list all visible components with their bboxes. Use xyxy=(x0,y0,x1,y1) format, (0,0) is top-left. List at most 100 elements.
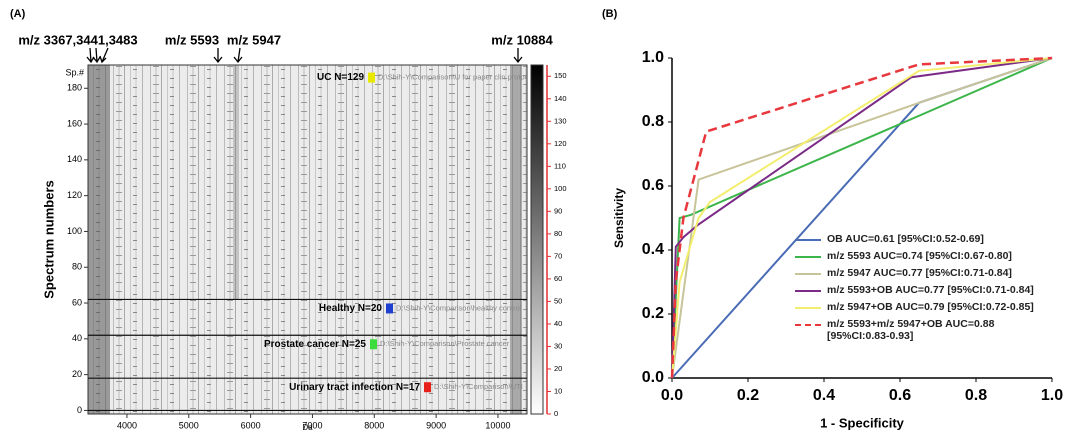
y-tick-label: 60 xyxy=(72,297,82,307)
colorbar-tick-label: 100 xyxy=(554,184,567,193)
y-unit-label: Sp.# xyxy=(65,67,84,77)
y-tick-label: 0.2 xyxy=(642,305,664,322)
legend-label: OB AUC=0.61 [95%CI:0.52-0.69] xyxy=(827,233,984,245)
arrow xyxy=(233,47,243,64)
plot-frame xyxy=(87,64,528,415)
arrow xyxy=(86,47,95,64)
colorbar-tick-label: 10 xyxy=(554,386,562,395)
colorbar-tick-label: 90 xyxy=(554,206,562,215)
y-tick-label: 100 xyxy=(67,226,82,236)
group-swatch xyxy=(368,72,375,83)
arrow xyxy=(92,47,101,64)
x-tick-label: 4000 xyxy=(117,420,137,430)
group-swatch xyxy=(370,339,377,350)
group-label: UC N=129 xyxy=(317,72,364,83)
colorbar-tick-label: 150 xyxy=(554,71,567,80)
x-tick-label: 0.0 xyxy=(661,387,683,404)
gel-band xyxy=(88,65,110,414)
roc-curve xyxy=(671,57,1053,379)
y-tick-label: 1.0 xyxy=(642,49,664,66)
colorbar-tick-label: 50 xyxy=(554,296,562,305)
annotation: m/z 10884 xyxy=(491,32,553,47)
group-label: Urinary tract infection N=17 xyxy=(289,382,420,393)
x-tick-label: 0.4 xyxy=(813,387,835,404)
y-tick-label: 160 xyxy=(67,118,82,128)
colorbar-tick-label: 120 xyxy=(554,139,567,148)
x-tick-label: 9000 xyxy=(426,420,446,430)
x-tick-label: 0.8 xyxy=(965,387,987,404)
x-tick-label: 10000 xyxy=(485,420,510,430)
y-tick-label: 0.0 xyxy=(642,369,664,386)
annotation: m/z 3367,3441,3483 xyxy=(18,32,137,47)
legend-item: m/z 5593+m/z 5947+OB AUC=0.88 [95%CI:0.8… xyxy=(795,318,1045,342)
arrow xyxy=(513,48,523,64)
group-label: Prostate cancer N=25 xyxy=(264,339,366,350)
group-path: D:\Shih-Y\Comparison\Prostate cancer xyxy=(380,339,510,348)
legend-label: m/z 5947 AUC=0.77 [95%CI:0.71-0.84] xyxy=(827,267,1012,279)
group-swatch xyxy=(386,303,393,314)
legend-item: OB AUC=0.61 [95%CI:0.52-0.69] xyxy=(795,233,1045,245)
arrows xyxy=(86,47,523,64)
roc-curve xyxy=(670,56,1053,379)
group-swatch xyxy=(424,382,431,393)
legend-item: m/z 5947 AUC=0.77 [95%CI:0.71-0.84] xyxy=(795,267,1045,279)
y-tick-label: 0.4 xyxy=(642,241,664,258)
colorbar-tick-label: 130 xyxy=(554,116,567,125)
colorbar-tick-label: 70 xyxy=(554,251,562,260)
x-tick-label: 1.0 xyxy=(1041,387,1063,404)
x-tick-label: 0.6 xyxy=(889,387,911,404)
roc-curve xyxy=(671,57,1053,379)
x-axis-title: 1 - Specificity xyxy=(820,415,905,430)
group-labels: UC N=129 D:\Shih-Y\Comparison\U for paper… xyxy=(264,72,527,393)
legend-swatch xyxy=(795,239,821,241)
legend-swatch xyxy=(795,324,821,326)
panel-title: (B) xyxy=(602,8,618,20)
colorbar-tick-label: 60 xyxy=(554,274,562,283)
y-tick-label: 40 xyxy=(72,333,82,343)
colorbar-tick-label: 0 xyxy=(554,409,558,418)
y-tick-label: 0 xyxy=(77,405,82,415)
x-tick-label: 8000 xyxy=(364,420,384,430)
gel-band xyxy=(233,65,239,300)
roc-curve xyxy=(671,57,1053,379)
x-tick-label: 7000 xyxy=(302,420,322,430)
y-tick-label: 140 xyxy=(67,154,82,164)
legend-item: m/z 5947+OB AUC=0.79 [95%CI:0.72-0.85] xyxy=(795,301,1045,313)
y-axis-title: Sensitivity xyxy=(612,188,626,248)
legend-swatch xyxy=(795,290,821,292)
colorbar xyxy=(530,64,544,415)
legend: OB AUC=0.61 [95%CI:0.52-0.69] m/z 5593 AU… xyxy=(795,233,1045,347)
legend-swatch xyxy=(795,273,821,275)
y-tick-label: 0.8 xyxy=(642,113,664,130)
gel-texture xyxy=(88,65,527,414)
roc-curve xyxy=(671,57,1053,379)
arrow xyxy=(99,47,109,64)
panel-title: (A) xyxy=(10,8,26,20)
colorbar-tick-label: 140 xyxy=(554,94,567,103)
x-tick-label: 6000 xyxy=(241,420,261,430)
group-label: Healthy N=20 xyxy=(319,303,383,314)
legend-label: m/z 5593 AUC=0.74 [95%CI:0.67-0.80] xyxy=(827,250,1012,262)
colorbar-tick-label: 20 xyxy=(554,364,562,373)
legend-swatch xyxy=(795,256,821,258)
group-path: D:\Shih-Y\Comparison\UTI xyxy=(434,382,523,391)
colorbar-tick-label: 80 xyxy=(554,229,562,238)
colorbar-tick-label: 30 xyxy=(554,341,562,350)
x-tick-label: 5000 xyxy=(179,420,199,430)
y-tick-label: 80 xyxy=(72,262,82,272)
annotation: m/z 5593 xyxy=(165,32,219,47)
y-tick-label: 0.6 xyxy=(642,177,664,194)
legend-swatch xyxy=(795,307,821,309)
annotation: m/z 5947 xyxy=(227,32,281,47)
colorbar-tick-label: 40 xyxy=(554,319,562,328)
legend-label: m/z 5593+OB AUC=0.77 [95%CI:0.71-0.84] xyxy=(827,284,1034,296)
x-axis-title: Da xyxy=(302,423,313,432)
legend-label: m/z 5947+OB AUC=0.79 [95%CI:0.72-0.85] xyxy=(827,301,1034,313)
colorbar-tick-label: 110 xyxy=(554,161,566,170)
x-tick-label: 0.2 xyxy=(737,387,759,404)
legend-item: m/z 5593+OB AUC=0.77 [95%CI:0.71-0.84] xyxy=(795,284,1045,296)
legend-item: m/z 5593 AUC=0.74 [95%CI:0.67-0.80] xyxy=(795,250,1045,262)
y-tick-label: 120 xyxy=(67,190,82,200)
